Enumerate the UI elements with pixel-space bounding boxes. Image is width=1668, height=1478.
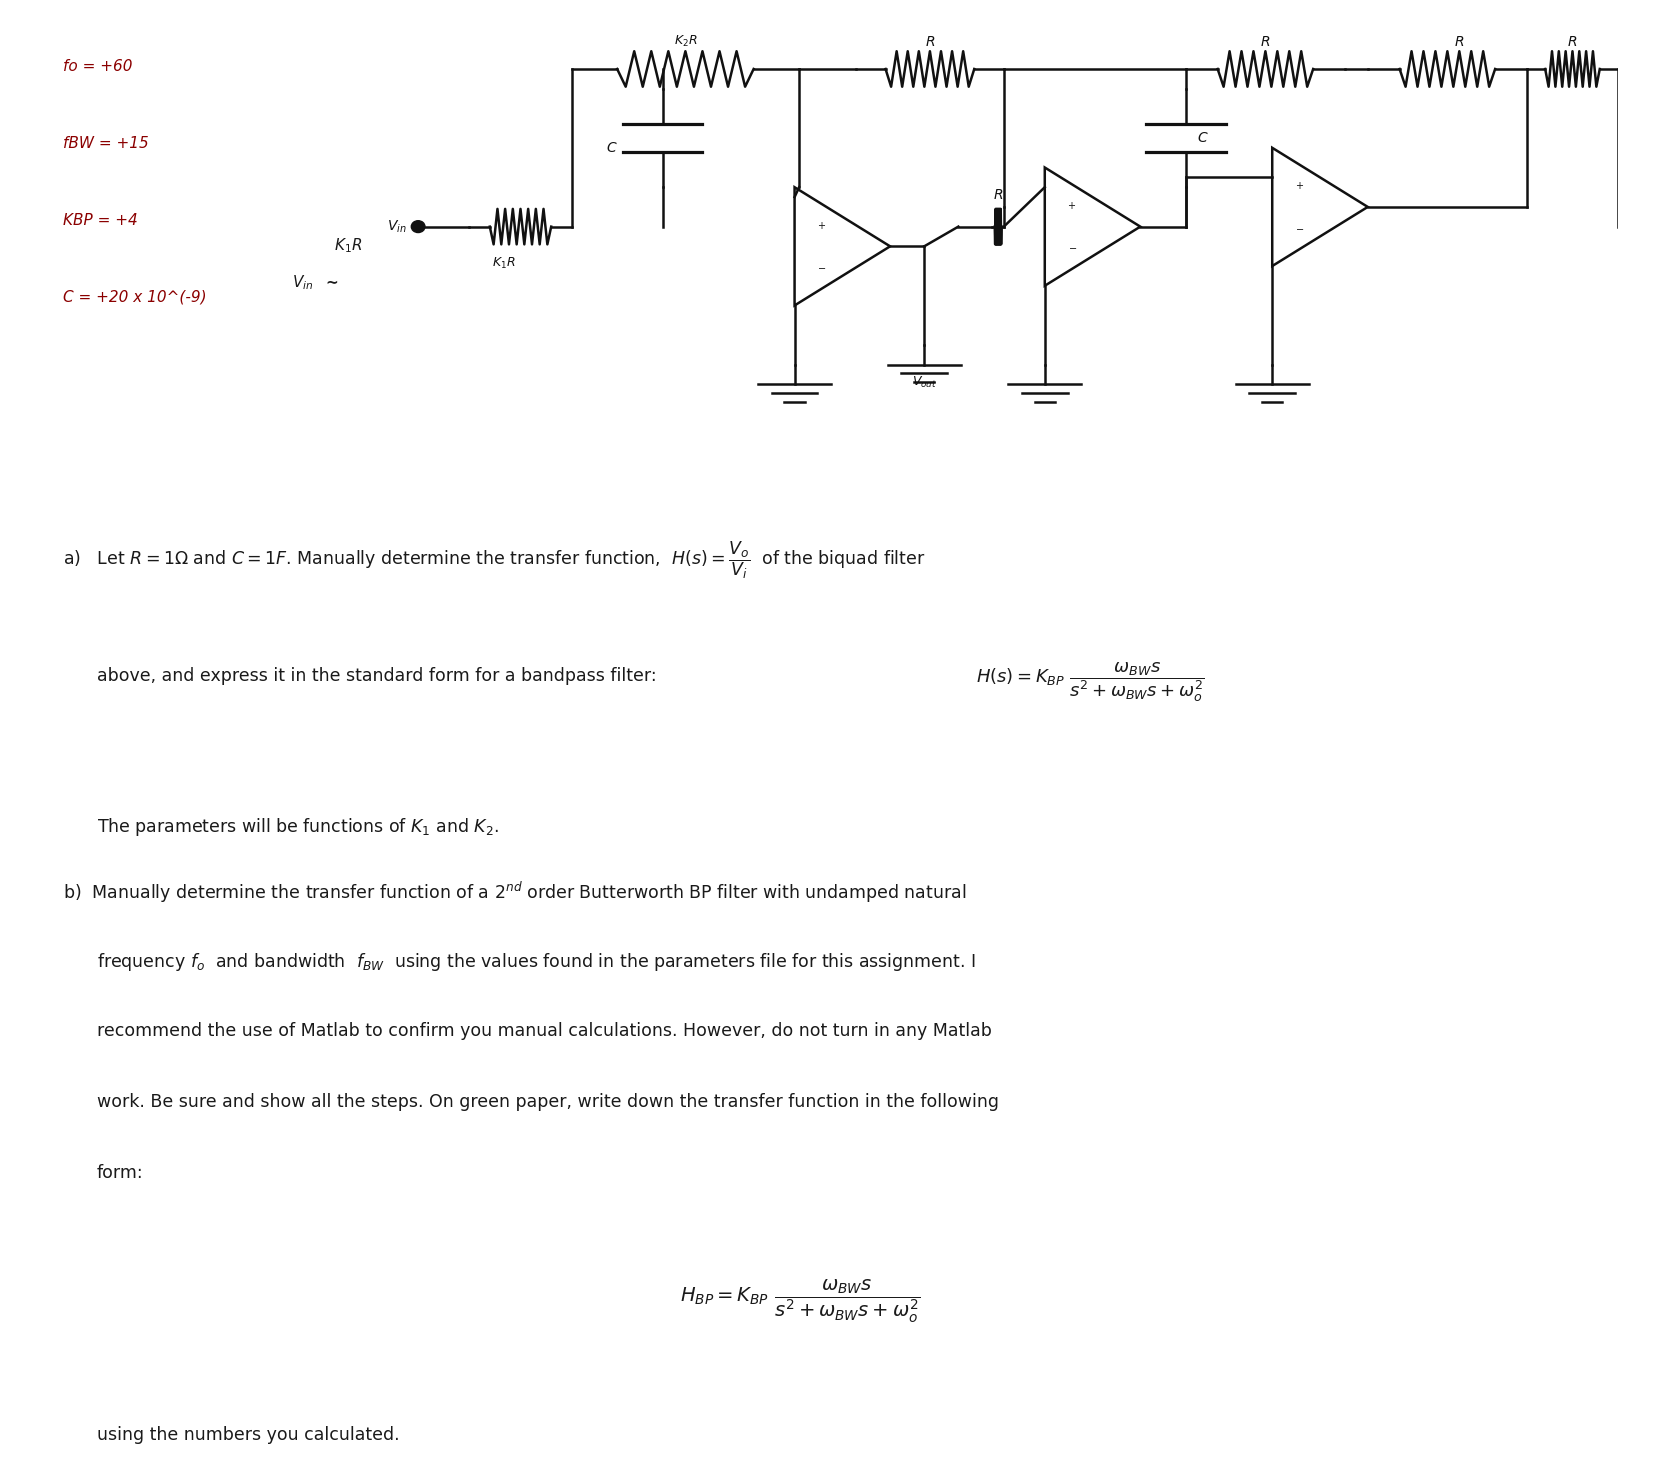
Text: $C$: $C$ (605, 140, 617, 155)
Text: fo = +60: fo = +60 (63, 59, 133, 74)
Text: b)  Manually determine the transfer function of a $2^{nd}$ order Butterworth BP : b) Manually determine the transfer funct… (63, 879, 967, 905)
Text: $R$: $R$ (1453, 35, 1465, 49)
Text: $C$: $C$ (1198, 132, 1209, 145)
Text: The parameters will be functions of $K_1$ and $K_2$.: The parameters will be functions of $K_1… (97, 816, 499, 838)
Text: form:: form: (97, 1163, 143, 1182)
Text: recommend the use of Matlab to confirm you manual calculations. However, do not : recommend the use of Matlab to confirm y… (97, 1021, 991, 1041)
Text: $V_{in}$  $\mathbf{\sim}$: $V_{in}$ $\mathbf{\sim}$ (292, 273, 339, 293)
Text: fBW = +15: fBW = +15 (63, 136, 148, 151)
Text: above, and express it in the standard form for a bandpass filter:: above, and express it in the standard fo… (97, 667, 657, 686)
Text: frequency $f_o$  and bandwidth  $f_{BW}$  using the values found in the paramete: frequency $f_o$ and bandwidth $f_{BW}$ u… (97, 950, 976, 973)
Text: $R$: $R$ (1568, 35, 1578, 49)
Text: $R$: $R$ (992, 188, 1004, 202)
Text: C = +20 x 10^(-9): C = +20 x 10^(-9) (63, 290, 207, 304)
Text: a)   Let $R = 1\Omega$ and $C = 1F$. Manually determine the transfer function,  : a) Let $R = 1\Omega$ and $C = 1F$. Manua… (63, 539, 926, 581)
Text: +: + (1294, 182, 1303, 191)
Text: $R$: $R$ (1261, 35, 1271, 49)
Text: $K_2R$: $K_2R$ (674, 34, 697, 49)
Text: $V_{in}$: $V_{in}$ (387, 219, 407, 235)
Text: $H_{BP} = K_{BP}\ \dfrac{\omega_{BW}s}{s^2 + \omega_{BW}s + \omega_o^2}$: $H_{BP} = K_{BP}\ \dfrac{\omega_{BW}s}{s… (681, 1277, 921, 1324)
Text: KBP = +4: KBP = +4 (63, 213, 138, 228)
Text: using the numbers you calculated.: using the numbers you calculated. (97, 1426, 399, 1444)
Text: $R$: $R$ (924, 35, 936, 49)
Circle shape (412, 220, 425, 232)
Text: +: + (817, 220, 826, 231)
Text: $V_{out}$: $V_{out}$ (912, 374, 937, 390)
Text: $-$: $-$ (1068, 242, 1076, 253)
Text: $K_1R$: $K_1R$ (334, 236, 362, 256)
Text: $-$: $-$ (1294, 223, 1304, 232)
Text: $K_1R$: $K_1R$ (492, 256, 515, 272)
Text: +: + (1068, 201, 1076, 211)
Text: work. Be sure and show all the steps. On green paper, write down the transfer fu: work. Be sure and show all the steps. On… (97, 1092, 999, 1111)
Text: $-$: $-$ (817, 262, 826, 272)
Text: $H(s) = K_{BP}\ \dfrac{\omega_{BW}s}{s^2 + \omega_{BW}s + \omega_o^2}$: $H(s) = K_{BP}\ \dfrac{\omega_{BW}s}{s^2… (976, 659, 1204, 704)
